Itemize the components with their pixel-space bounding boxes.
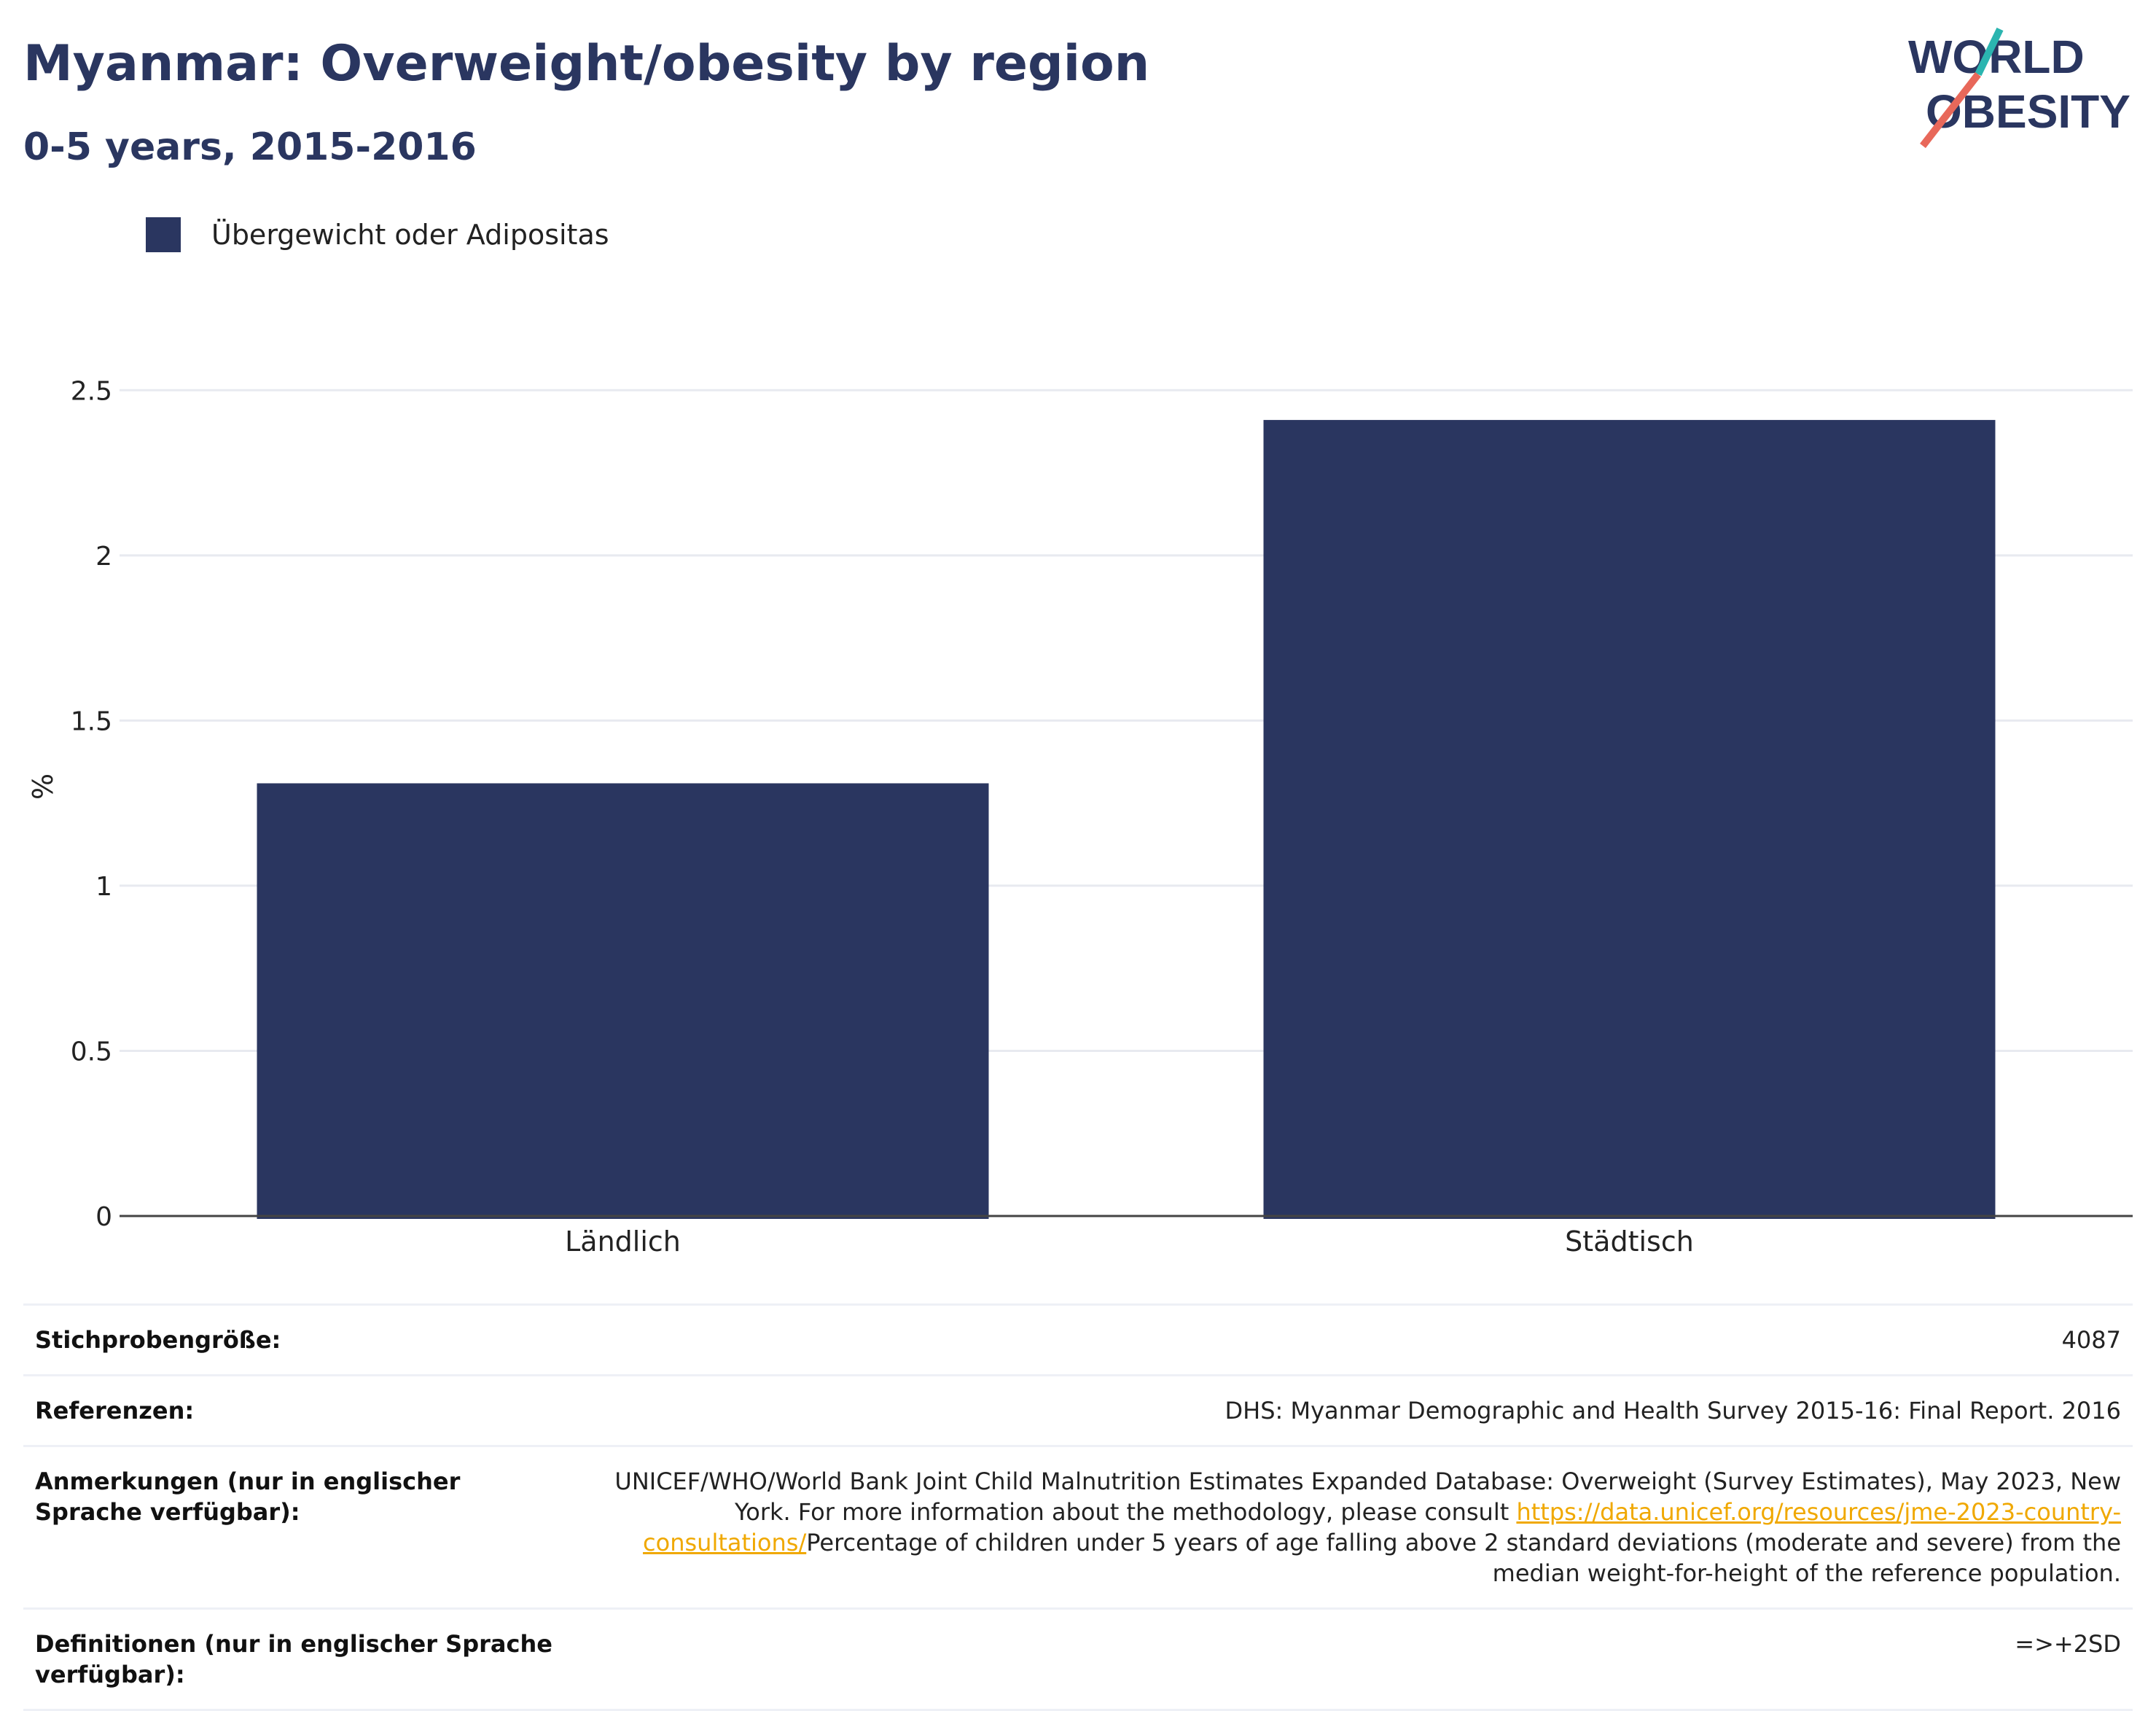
info-table: Stichprobengröße: 4087 Referenzen: DHS: … xyxy=(23,1303,2133,1711)
references-label: Referenzen: xyxy=(23,1374,571,1446)
chart-legend: Übergewicht oder Adipositas xyxy=(146,217,609,252)
notes-label: Anmerkungen (nur in englischer Sprache v… xyxy=(23,1445,571,1609)
sample-size-label: Stichprobengröße: xyxy=(23,1303,571,1376)
y-tick-label: 2 xyxy=(95,542,112,572)
bar-staedtisch xyxy=(1263,420,1996,1219)
y-tick-label: 0.5 xyxy=(71,1037,112,1067)
notes-text-definition: Percentage of children under 5 years of … xyxy=(806,1529,2121,1587)
notes-value: UNICEF/WHO/World Bank Joint Child Malnut… xyxy=(571,1445,2133,1609)
y-tick-label: 1.5 xyxy=(71,706,112,736)
x-tick-label: Städtisch xyxy=(1565,1225,1694,1258)
legend-swatch xyxy=(146,217,181,252)
notes-text: UNICEF/WHO/World Bank Joint Child Malnut… xyxy=(614,1468,2121,1526)
y-tick-label: 0 xyxy=(95,1202,112,1232)
bar-laendlich xyxy=(257,783,989,1219)
y-axis-label: % xyxy=(27,773,59,800)
sample-size-value: 4087 xyxy=(571,1303,2133,1376)
legend-label: Übergewicht oder Adipositas xyxy=(211,219,609,251)
definitions-value: =>+2SD xyxy=(571,1607,2133,1711)
methodology-link[interactable]: https://data.unicef.org/resources/jme-20… xyxy=(643,1498,2121,1556)
info-row-notes: Anmerkungen (nur in englischer Sprache v… xyxy=(23,1445,2133,1609)
world-obesity-logo: WORLD OBESITY xyxy=(1908,27,2130,149)
chart-title: Myanmar: Overweight/obesity by region xyxy=(23,35,1150,93)
references-value: DHS: Myanmar Demographic and Health Surv… xyxy=(571,1374,2133,1446)
y-tick-label: 1 xyxy=(95,872,112,902)
info-row-definitions: Definitionen (nur in englischer Sprache … xyxy=(23,1607,2133,1711)
chart-subtitle: 0-5 years, 2015-2016 xyxy=(23,125,477,169)
info-row-references: Referenzen: DHS: Myanmar Demographic and… xyxy=(23,1374,2133,1446)
y-tick-label: 2.5 xyxy=(71,376,112,406)
bar-chart: 0 0.5 1 1.5 2 2.5 Ländlich Städtisch% xyxy=(27,376,2133,1258)
x-tick-label: Ländlich xyxy=(565,1225,681,1258)
info-row-sample-size: Stichprobengröße: 4087 xyxy=(23,1303,2133,1376)
definitions-label: Definitionen (nur in englischer Sprache … xyxy=(23,1607,571,1711)
